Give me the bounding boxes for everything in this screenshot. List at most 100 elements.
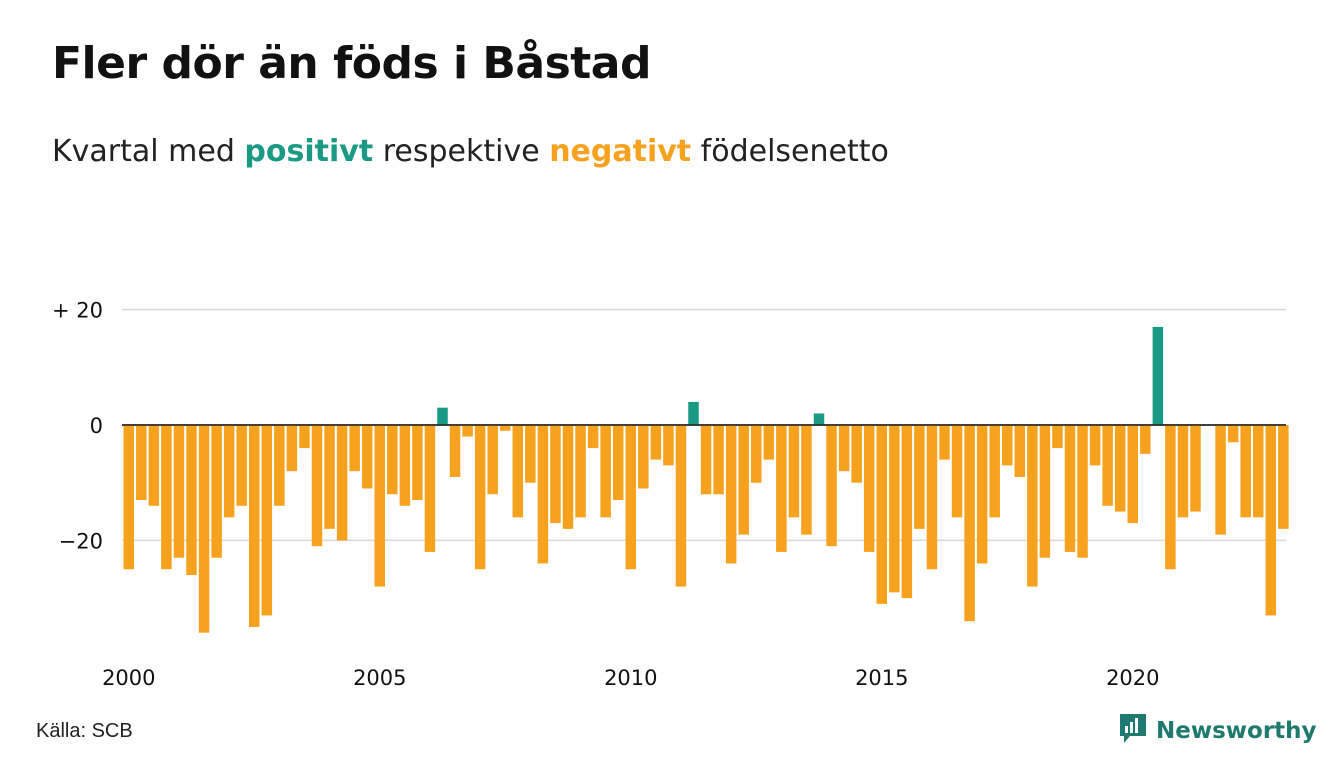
bar [638, 425, 649, 489]
y-tick-label: −20 [59, 529, 103, 553]
bar [776, 425, 787, 552]
bar [1253, 425, 1264, 518]
bar [663, 425, 674, 466]
bar [537, 425, 549, 564]
bar [349, 425, 360, 472]
newsworthy-brand[interactable]: Newsworthy [1118, 712, 1317, 750]
bar [751, 425, 762, 483]
bar [939, 425, 950, 460]
bar [738, 425, 749, 535]
bar [261, 425, 273, 616]
bar [876, 425, 887, 604]
bar [1278, 425, 1289, 529]
bar [801, 425, 812, 535]
bar [236, 425, 247, 506]
bar [625, 425, 636, 570]
bar [1002, 425, 1013, 466]
bar [412, 425, 423, 501]
x-tick-label: 2005 [353, 666, 406, 690]
bar [1177, 425, 1189, 518]
bar [1190, 425, 1201, 512]
bar [186, 425, 197, 576]
bar [1127, 425, 1138, 524]
subtitle-positive: positivt [244, 134, 374, 169]
bar [1064, 425, 1076, 552]
x-tick-label: 2000 [102, 666, 155, 690]
bar [249, 425, 260, 627]
bar [813, 413, 825, 425]
bar [136, 425, 147, 501]
bar [600, 425, 611, 518]
bar [387, 425, 398, 495]
subtitle-part2: respektive [373, 134, 550, 169]
bar [1039, 425, 1051, 558]
bar [700, 425, 712, 495]
bar [1227, 425, 1239, 443]
bar [512, 425, 524, 518]
bar [863, 425, 875, 552]
bar [851, 425, 862, 483]
bar [1052, 425, 1063, 449]
bar [286, 425, 298, 472]
bar [198, 425, 210, 633]
bar [838, 425, 850, 472]
x-tick-label: 2010 [604, 666, 657, 690]
bar [914, 425, 925, 529]
bar [889, 425, 900, 593]
bar [161, 425, 172, 570]
chart-title: Fler dör än föds i Båstad [52, 38, 652, 89]
bar [650, 425, 662, 460]
bar [725, 425, 737, 564]
bar [976, 425, 988, 564]
bar [788, 425, 800, 518]
bar [562, 425, 574, 529]
bar [1265, 425, 1277, 616]
bar [675, 425, 687, 587]
bar-chart: + 20 0 −20 2000 2005 2010 2015 2020 [52, 299, 1289, 690]
brand-name: Newsworthy [1156, 718, 1317, 744]
bar [211, 425, 222, 558]
bar [688, 401, 699, 425]
bar [1102, 425, 1113, 506]
bar [462, 425, 473, 437]
bar [374, 425, 385, 587]
bar [123, 425, 134, 570]
bar [1165, 425, 1176, 570]
bar [274, 425, 285, 506]
subtitle-negative: negativt [549, 134, 692, 169]
bar [1140, 425, 1151, 454]
bar [500, 425, 511, 431]
y-tick-label: 0 [90, 414, 103, 438]
bar [525, 425, 536, 483]
bar [299, 425, 310, 449]
bar [612, 425, 624, 501]
bar [324, 425, 335, 529]
subtitle-part3: födelsenetto [691, 134, 889, 169]
bar [1240, 425, 1251, 518]
y-tick-label: + 20 [52, 299, 103, 323]
bar [487, 425, 498, 495]
source-note: Källa: SCB [36, 720, 133, 742]
x-tick-label: 2020 [1106, 666, 1159, 690]
bar [311, 425, 323, 547]
bar [173, 425, 185, 558]
bar [424, 425, 436, 552]
bar [399, 425, 411, 506]
bar [964, 425, 975, 622]
bar [926, 425, 938, 570]
bar [989, 425, 1000, 518]
bar [1152, 326, 1164, 425]
bar [1114, 425, 1126, 512]
bar [1089, 425, 1101, 466]
bar [449, 425, 461, 477]
x-tick-label: 2015 [855, 666, 908, 690]
bar [1014, 425, 1026, 477]
bar [587, 425, 599, 449]
chart-subtitle: Kvartal med positivt respektive negativt… [52, 134, 889, 169]
bar [474, 425, 486, 570]
bar [223, 425, 235, 518]
bar [361, 425, 373, 489]
bar [826, 425, 837, 547]
bar [763, 425, 775, 460]
subtitle-part1: Kvartal med [52, 134, 245, 169]
